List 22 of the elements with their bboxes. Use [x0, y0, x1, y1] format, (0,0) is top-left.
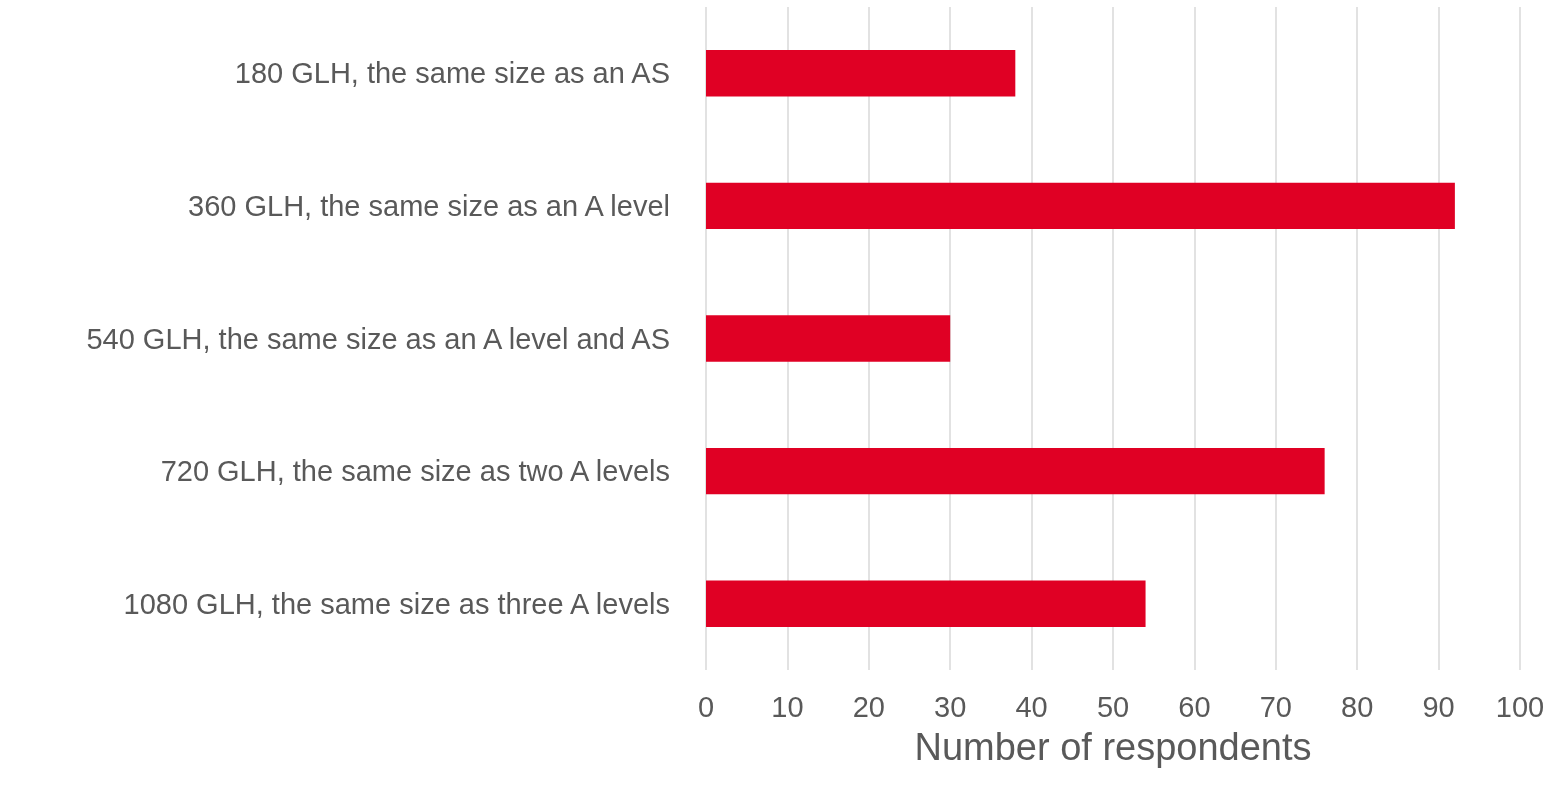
- x-tick-label: 100: [1495, 690, 1545, 723]
- x-tick-label: 60: [1178, 690, 1211, 723]
- x-tick-label: 70: [1259, 690, 1292, 723]
- x-tick-label: 90: [1422, 690, 1455, 723]
- x-tick-label: 50: [1096, 690, 1130, 723]
- y-tick-label: 180 GLH, the same size as an AS: [234, 57, 670, 90]
- x-tick-label: 80: [1341, 690, 1374, 723]
- x-tick-label: 0: [697, 690, 715, 723]
- bar: [706, 315, 951, 362]
- y-tick-label: 360 GLH, the same size as an A level: [188, 189, 670, 222]
- y-tick-label: 720 GLH, the same size as two A levels: [160, 455, 670, 488]
- bar: [706, 447, 1325, 495]
- x-tick-label: 20: [852, 690, 885, 723]
- y-tick-label: 1080 GLH, the same size as three A levels: [123, 587, 670, 620]
- x-tick-label: 30: [934, 690, 967, 723]
- bar: [706, 50, 1016, 97]
- y-tick-label: 540 GLH, the same size as an A level and AS: [86, 322, 670, 355]
- bar: [706, 580, 1146, 627]
- x-tick-label: 10: [771, 690, 804, 723]
- x-tick-label: 40: [1015, 690, 1048, 723]
- bar: [706, 182, 1455, 230]
- x-axis-title: Number of respondents: [914, 726, 1312, 768]
